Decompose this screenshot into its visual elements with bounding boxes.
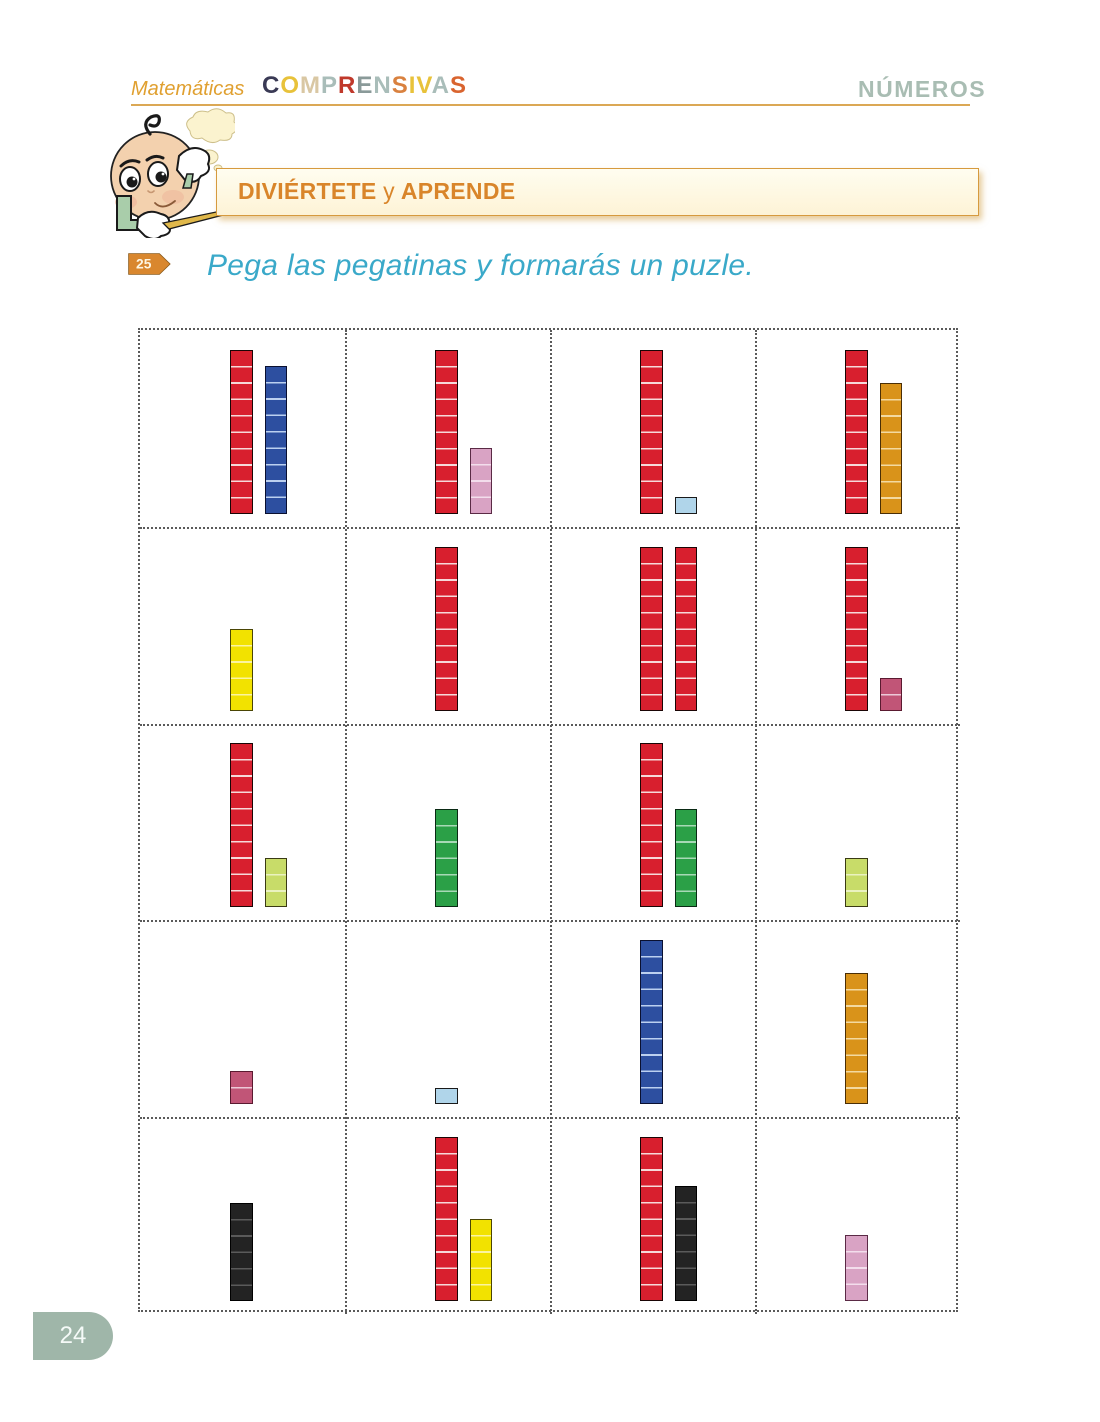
svg-text:25: 25 — [136, 256, 152, 272]
